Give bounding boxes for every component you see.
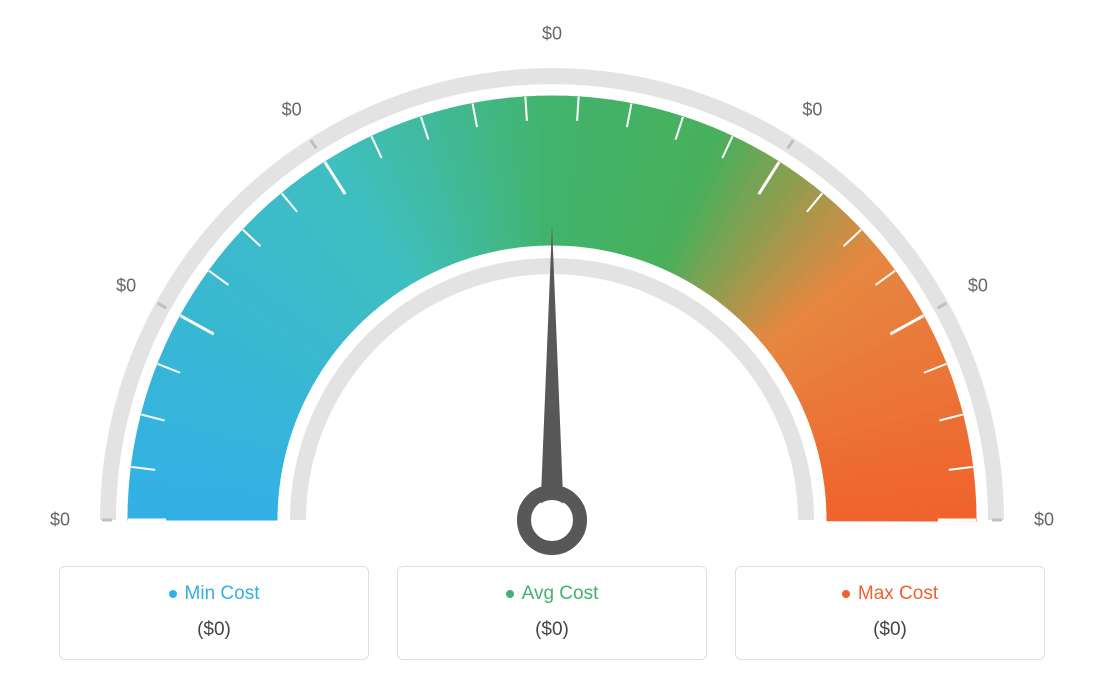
legend-label-max: Max Cost	[858, 583, 938, 605]
legend-value-max: ($0)	[746, 619, 1034, 641]
legend-value-avg: ($0)	[408, 619, 696, 641]
gauge-tick-label: $0	[116, 275, 136, 296]
legend-card-max: Max Cost ($0)	[735, 566, 1045, 660]
gauge-tick-label: $0	[1034, 510, 1054, 531]
legend-label-min: Min Cost	[185, 583, 260, 605]
gauge-tick-label: $0	[968, 275, 988, 296]
gauge-tick-label: $0	[50, 510, 70, 531]
gauge-chart: $0 $0 $0 $0 $0 $0 $0	[0, 0, 1104, 560]
legend-card-min: Min Cost ($0)	[59, 566, 369, 660]
gauge-tick-label: $0	[282, 99, 302, 120]
legend-label-avg: Avg Cost	[522, 583, 599, 605]
legend-value-min: ($0)	[70, 619, 358, 641]
legend-dot-max	[842, 590, 850, 598]
legend-card-avg: Avg Cost ($0)	[397, 566, 707, 660]
legend-row: Min Cost ($0) Avg Cost ($0) Max Cost ($0…	[0, 566, 1104, 660]
legend-dot-avg	[506, 590, 514, 598]
gauge-tick-label: $0	[542, 24, 562, 45]
gauge-svg	[0, 0, 1104, 560]
legend-dot-min	[169, 590, 177, 598]
gauge-tick-label: $0	[802, 99, 822, 120]
